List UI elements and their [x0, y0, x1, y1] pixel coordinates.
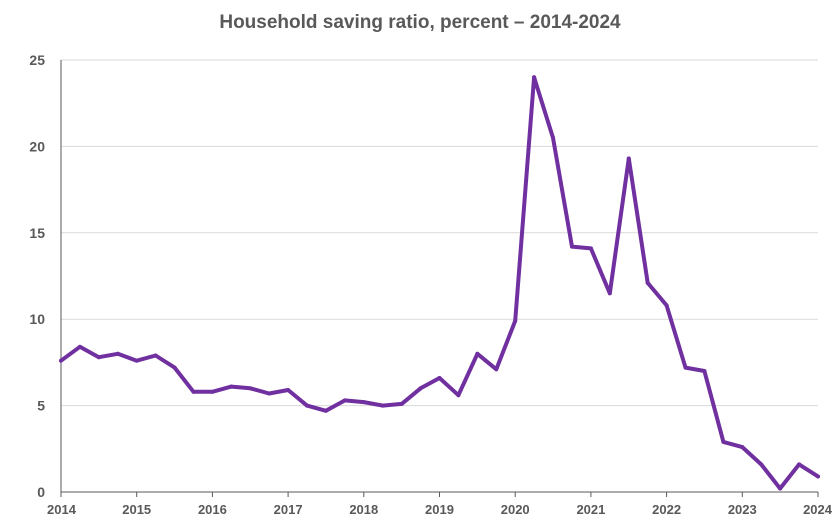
data-point [607, 291, 612, 296]
data-point [456, 393, 461, 398]
x-axis-ticks: 2014 2015 2016 2017 2018 2019 2020 2021 2022 2023… [47, 492, 833, 517]
data-point [380, 403, 385, 408]
data-point [399, 401, 404, 406]
data-point [721, 439, 726, 444]
x-tick-label-2020: 2020 [501, 502, 530, 517]
data-point [153, 353, 158, 358]
series-line-0 [59, 75, 820, 491]
data-point [210, 389, 215, 394]
data-point [740, 445, 745, 450]
x-tick-label-2018: 2018 [349, 502, 378, 517]
data-point [664, 303, 669, 308]
y-tick-label-0: 0 [37, 484, 45, 500]
y-tick-label-10: 10 [29, 311, 45, 327]
x-tick-label-2021: 2021 [576, 502, 605, 517]
data-point [96, 355, 101, 360]
x-tick-label-2023: 2023 [728, 502, 757, 517]
y-tick-label-20: 20 [29, 138, 45, 154]
data-point [588, 246, 593, 251]
y-axis-ticks: 0 5 10 15 20 25 [29, 52, 45, 500]
data-point [778, 486, 783, 491]
y-tick-label-5: 5 [37, 398, 45, 414]
y-tick-label-15: 15 [29, 225, 45, 241]
data-point [248, 386, 253, 391]
x-tick-label-2022: 2022 [652, 502, 681, 517]
data-point [702, 369, 707, 374]
data-point [513, 318, 518, 323]
series-layer [59, 75, 820, 491]
data-point [626, 156, 631, 161]
x-tick-label-2016: 2016 [198, 502, 227, 517]
data-point [797, 462, 802, 467]
y-tick-label-25: 25 [29, 52, 45, 68]
data-point [115, 351, 120, 356]
gridlines [61, 59, 818, 407]
x-tick-label-2015: 2015 [122, 502, 151, 517]
data-point [683, 365, 688, 370]
data-point [191, 389, 196, 394]
data-point [172, 365, 177, 370]
data-point [305, 403, 310, 408]
x-tick-label-2019: 2019 [425, 502, 454, 517]
data-point [569, 244, 574, 249]
data-point [134, 358, 139, 363]
data-point [77, 344, 82, 349]
data-point [532, 75, 537, 80]
x-tick-label-2014: 2014 [47, 502, 77, 517]
data-point [59, 358, 63, 363]
data-point [437, 375, 442, 380]
chart-title: Household saving ratio, percent – 2014-2… [219, 12, 621, 33]
data-point [418, 386, 423, 391]
data-point [816, 474, 820, 479]
data-point [645, 280, 650, 285]
data-point [229, 384, 234, 389]
data-point [759, 462, 764, 467]
data-point [286, 388, 291, 393]
data-point [323, 408, 328, 413]
x-tick-label-2024: 2024 [803, 502, 833, 517]
data-point [475, 351, 480, 356]
data-point [342, 398, 347, 403]
data-point [361, 400, 366, 405]
x-tick-label-2017: 2017 [274, 502, 303, 517]
axes [60, 60, 818, 493]
data-point [551, 135, 556, 140]
data-point [267, 391, 272, 396]
data-point [494, 367, 499, 372]
